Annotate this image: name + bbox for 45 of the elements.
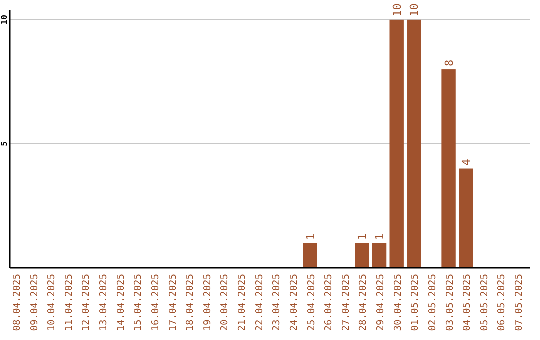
- bar: [355, 243, 370, 268]
- x-tick-label: 14.04.2025: [116, 274, 127, 332]
- data-label: 4: [460, 158, 474, 166]
- data-label: 10: [408, 4, 422, 17]
- x-tick-label: 05.05.2025: [479, 274, 490, 332]
- x-tick-label: 25.04.2025: [306, 274, 318, 332]
- x-tick-label: 04.05.2025: [462, 274, 474, 332]
- bar: [390, 20, 404, 268]
- x-tick-label: 20.04.2025: [220, 274, 231, 332]
- bar: [407, 20, 422, 268]
- x-tick-label: 12.04.2025: [81, 274, 92, 332]
- x-tick-label: 02.05.2025: [427, 274, 438, 332]
- x-tick-label: 03.05.2025: [444, 274, 456, 332]
- x-tick-label: 28.04.2025: [358, 274, 370, 332]
- y-tick-label: 5: [0, 141, 9, 146]
- bar: [459, 168, 474, 268]
- x-tick-label: 29.04.2025: [376, 274, 387, 332]
- bar: [372, 243, 387, 268]
- x-tick-label: 23.04.2025: [272, 274, 283, 332]
- x-tick-label: 26.04.2025: [324, 274, 335, 332]
- x-tick-label: 16.04.2025: [150, 274, 162, 332]
- x-tick-label: 17.04.2025: [168, 274, 179, 332]
- x-tick-label: 21.04.2025: [237, 274, 248, 332]
- x-tick-label: 22.04.2025: [254, 274, 266, 332]
- data-label: 1: [304, 234, 318, 240]
- x-tick-label: 13.04.2025: [98, 274, 110, 332]
- bar: [303, 243, 318, 268]
- x-tick-label: 01.05.2025: [410, 274, 422, 332]
- x-tick-label: 30.04.2025: [392, 274, 404, 332]
- x-tick-label: 27.04.2025: [340, 274, 352, 332]
- bar: [442, 70, 456, 268]
- x-tick-label: 08.04.2025: [12, 274, 23, 332]
- data-label: 10: [390, 4, 404, 17]
- data-label: 8: [442, 60, 456, 67]
- data-label: 1: [374, 234, 387, 240]
- x-tick-label: 09.04.2025: [29, 274, 40, 332]
- x-tick-label: 24.04.2025: [288, 274, 300, 332]
- x-tick-label: 15.04.2025: [133, 274, 144, 332]
- x-tick-label: 19.04.2025: [202, 274, 214, 332]
- x-tick-label: 06.05.2025: [496, 274, 508, 332]
- x-tick-label: 18.04.2025: [185, 274, 196, 332]
- data-label: 1: [356, 234, 370, 240]
- x-tick-label: 07.05.2025: [514, 274, 526, 332]
- x-tick-label: 10.04.2025: [46, 274, 58, 332]
- x-tick-label: 11.04.2025: [64, 274, 75, 332]
